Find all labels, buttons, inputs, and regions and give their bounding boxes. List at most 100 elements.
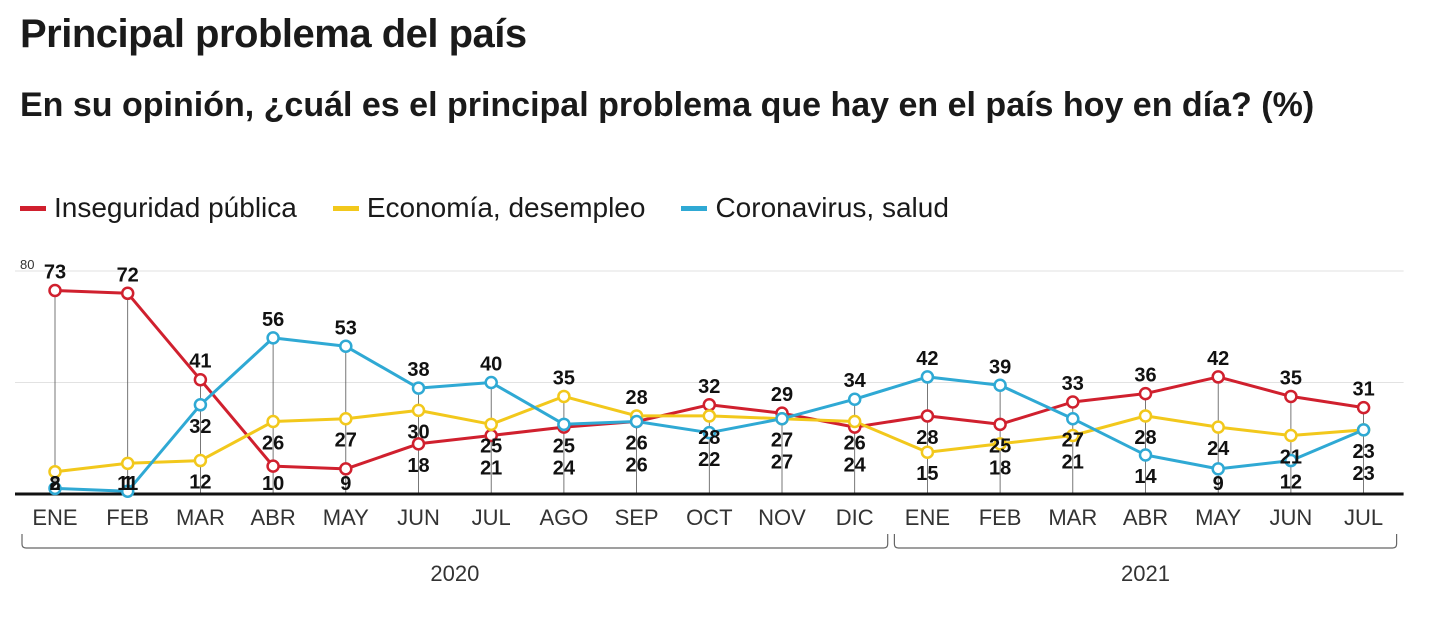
data-label-2-8: 26 — [625, 455, 647, 477]
x-tick-4: MAY — [323, 505, 369, 530]
data-label-2-14: 27 — [1062, 430, 1084, 452]
point-1-5 — [411, 403, 426, 418]
legend-item-inseguridad: Inseguridad pública — [20, 192, 297, 224]
data-label-0-0: 73 — [44, 262, 66, 284]
year-label-2020: 2020 — [430, 561, 479, 586]
point-1-12 — [920, 445, 935, 459]
data-label-0-11: 24 — [844, 455, 867, 477]
x-tick-17: JUN — [1270, 505, 1313, 530]
data-label-2-11: 34 — [844, 370, 867, 392]
x-tick-9: OCT — [686, 505, 732, 530]
data-label-1-8: 28 — [625, 387, 647, 409]
data-label-1-18: 23 — [1352, 441, 1374, 463]
x-tick-13: FEB — [979, 505, 1022, 530]
data-label-0-13: 25 — [989, 435, 1011, 457]
data-label-0-6: 21 — [480, 457, 502, 479]
point-0-3 — [266, 459, 280, 473]
point-1-11 — [847, 414, 862, 429]
x-tick-8: SEP — [615, 505, 659, 530]
data-label-0-18: 31 — [1352, 379, 1374, 401]
data-label-2-12: 42 — [916, 348, 938, 370]
point-2-7 — [557, 417, 571, 432]
data-label-0-7: 24 — [553, 457, 576, 479]
point-2-0 — [48, 481, 62, 496]
point-1-17 — [1284, 428, 1298, 443]
data-label-0-17: 35 — [1280, 367, 1302, 389]
point-1-7 — [557, 389, 571, 404]
x-tick-7: AGO — [539, 505, 588, 530]
x-tick-1: FEB — [106, 505, 149, 530]
point-0-4 — [339, 462, 353, 476]
year-brackets: 2020 2021 — [21, 534, 1398, 586]
data-label-1-7: 35 — [553, 367, 575, 389]
data-label-2-10: 27 — [771, 452, 793, 474]
legend-label-inseguridad: Inseguridad pública — [54, 192, 297, 223]
point-2-8 — [629, 414, 644, 429]
y-axis-max-label: 80 — [20, 257, 34, 272]
point-2-1 — [120, 484, 135, 498]
legend-label-coronavirus: Coronavirus, salud — [715, 192, 949, 223]
legend-item-coronavirus: Coronavirus, salud — [681, 192, 949, 224]
point-0-13 — [993, 417, 1007, 432]
data-label-1-16: 24 — [1207, 438, 1230, 460]
data-label-1-2: 12 — [189, 472, 211, 494]
point-1-0 — [48, 464, 62, 479]
data-label-2-15: 14 — [1134, 466, 1157, 488]
data-label-0-14: 33 — [1062, 373, 1084, 395]
data-label-2-5: 38 — [407, 359, 429, 381]
point-0-12 — [920, 409, 935, 423]
point-2-9 — [702, 425, 717, 440]
data-labels: 7382721114132125626105327938301840252135… — [44, 262, 1375, 495]
data-label-2-18: 23 — [1352, 463, 1374, 485]
data-label-0-2: 41 — [189, 351, 211, 373]
point-2-3 — [266, 331, 280, 345]
point-2-15 — [1138, 448, 1153, 462]
point-0-1 — [120, 286, 135, 301]
data-label-2-7: 25 — [553, 435, 575, 457]
data-label-1-5: 30 — [407, 421, 429, 443]
legend: Inseguridad pública Economía, desempleo … — [20, 192, 949, 224]
data-label-1-11: 26 — [844, 433, 866, 455]
x-tick-14: MAR — [1048, 505, 1097, 530]
x-tick-6: JUL — [472, 505, 511, 530]
chart-subtitle: En su opinión, ¿cuál es el principal pro… — [20, 86, 1315, 124]
year-label-2021: 2021 — [1121, 561, 1170, 586]
point-0-16 — [1211, 370, 1225, 384]
point-1-4 — [339, 411, 353, 426]
legend-swatch-economia — [332, 205, 359, 211]
data-label-0-12: 28 — [916, 427, 938, 449]
point-2-14 — [1066, 411, 1080, 426]
legend-label-economia: Economía, desempleo — [366, 192, 646, 223]
data-label-0-15: 36 — [1134, 365, 1156, 387]
x-tick-10: NOV — [758, 505, 806, 530]
data-label-2-4: 53 — [335, 317, 357, 339]
point-2-2 — [193, 398, 208, 412]
point-0-5 — [411, 437, 426, 451]
legend-item-economia: Economía, desempleo — [332, 192, 646, 224]
x-tick-12: ENE — [905, 505, 950, 530]
data-label-0-8: 26 — [625, 433, 647, 455]
point-2-12 — [920, 370, 935, 384]
data-label-1-6: 25 — [480, 435, 502, 457]
data-label-0-16: 42 — [1207, 348, 1229, 370]
point-1-16 — [1211, 420, 1225, 434]
data-label-2-0: 2 — [49, 473, 60, 495]
x-tick-11: DIC — [836, 505, 874, 530]
x-tick-2: MAR — [176, 505, 225, 530]
point-2-18 — [1356, 423, 1371, 437]
data-label-2-6: 40 — [480, 354, 502, 376]
data-label-1-10: 27 — [771, 430, 793, 452]
data-label-2-1: 1 — [122, 473, 133, 495]
data-label-1-12: 15 — [916, 463, 938, 485]
point-1-6 — [484, 417, 498, 432]
point-0-2 — [193, 372, 208, 387]
point-0-15 — [1138, 386, 1153, 401]
data-label-1-14: 21 — [1062, 452, 1084, 474]
point-0-17 — [1284, 389, 1298, 404]
x-tick-5: JUN — [397, 505, 440, 530]
year-bracket-2021 — [893, 534, 1398, 549]
x-tick-18: JUL — [1344, 505, 1383, 530]
x-tick-3: ABR — [250, 505, 295, 530]
point-2-5 — [411, 381, 426, 395]
